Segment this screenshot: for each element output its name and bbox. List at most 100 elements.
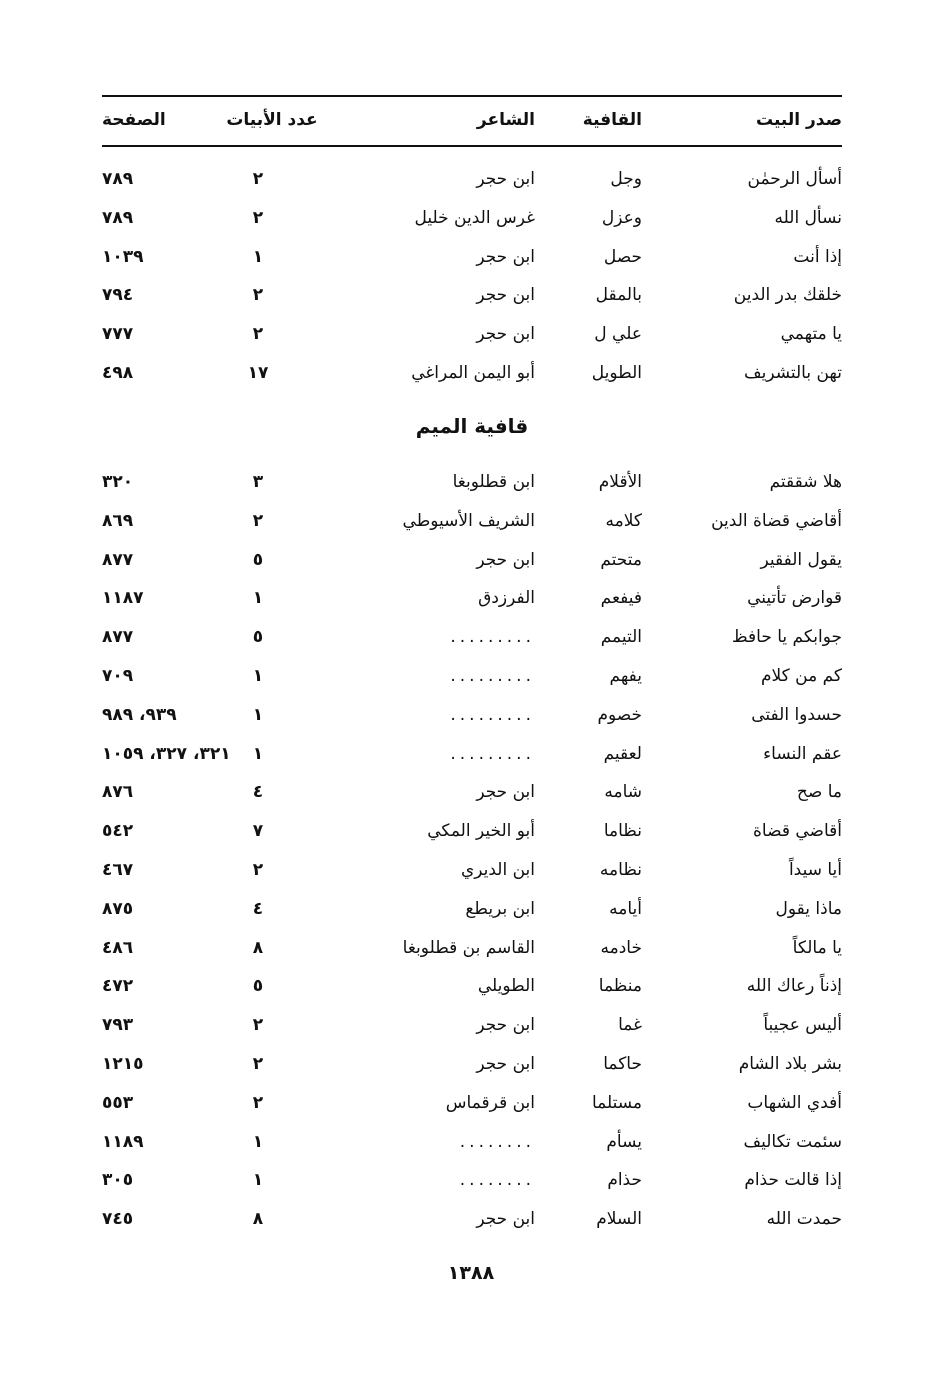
page-ref: ٨٧٧ <box>102 627 134 648</box>
rhyme: يفهم <box>609 666 642 686</box>
verse-count: ٨ <box>252 1209 264 1230</box>
poet: ........ <box>459 1170 535 1191</box>
table-row: نسأل الله وعزل غرس الدين خليل ٢ ٧٨٩ <box>102 200 842 236</box>
rhyme: خصوم <box>597 704 642 725</box>
rhyme: الأقلام <box>598 472 642 492</box>
page-ref: ٤٦٧ <box>102 860 134 880</box>
verse-count: ١ <box>252 743 264 764</box>
verse-count: ٢ <box>252 1015 264 1036</box>
poet: أبو اليمن المراغي <box>411 363 535 383</box>
poet: ابن قطلوبغا <box>452 472 535 492</box>
page-ref: ٨٧٥ <box>102 898 134 919</box>
poet: ابن حجر <box>476 169 535 189</box>
rhyme: أيامه <box>609 898 642 919</box>
table-row: بشر بلاد الشام حاكما ابن حجر ٢ ١٢١٥ <box>102 1046 842 1082</box>
table-row: أيا سيداً نظامه ابن الديري ٢ ٤٦٧ <box>102 852 842 888</box>
rhyme: وعزل <box>601 207 642 228</box>
rhyme: فيفعم <box>600 588 642 609</box>
first-words: عقم النساء <box>763 743 842 764</box>
poet: غرس الدين خليل <box>414 207 535 228</box>
verse-count: ٨ <box>252 937 264 958</box>
table-row: أقاضي قضاة الدين كلامه الشريف الأسيوطي ٢ ٨٦٩ <box>102 503 842 539</box>
first-words: أيا سيداً <box>788 860 842 880</box>
first-words: جوابكم يا حافظ <box>731 627 842 648</box>
verse-count: ٧ <box>252 821 264 842</box>
rhyme: وجل <box>610 169 642 189</box>
table-row: ماذا يقول أيامه ابن بريطع ٤ ٨٧٥ <box>102 891 842 927</box>
verse-count: ١ <box>252 1170 264 1191</box>
poet: ......... <box>450 704 535 725</box>
page-ref: ٤٩٨ <box>102 363 134 383</box>
verse-count: ٥ <box>252 976 264 997</box>
rhyme: التيمم <box>600 627 642 648</box>
table-row: خلقك بدر الدين بالمقل ابن حجر ٢ ٧٩٤ <box>102 277 842 313</box>
header-first-words: صدر البيت <box>755 110 842 130</box>
poet: أبو الخير المكي <box>427 821 535 842</box>
poet: ابن حجر <box>476 285 535 306</box>
verse-count: ٢ <box>252 1054 264 1074</box>
first-words: حمدت الله <box>766 1209 842 1230</box>
table-row: يقول الفقير متحتم ابن حجر ٥ ٨٧٧ <box>102 542 842 578</box>
first-words: ماذا يقول <box>775 898 842 919</box>
rhyme: مستلما <box>591 1092 642 1113</box>
page-ref: ٣٢٠ <box>102 472 134 492</box>
page-ref: ٧٨٩ <box>102 207 134 228</box>
poet: ابن حجر <box>476 1054 535 1074</box>
poet: القاسم بن قطلوبغا <box>402 937 535 958</box>
page-ref: ١١٨٩ <box>102 1131 144 1152</box>
page-ref: ٨٧٧ <box>102 549 134 570</box>
first-words: ما صح <box>796 782 842 803</box>
page-ref: ٧٧٧ <box>102 324 134 345</box>
rhyme: حصل <box>603 246 642 267</box>
top-rule <box>102 95 842 97</box>
rhyme: بالمقل <box>595 285 642 306</box>
page-ref: ٤٧٢ <box>102 976 134 997</box>
page-ref: ١٠٣٩ <box>102 246 144 267</box>
verse-count: ١ <box>252 246 264 267</box>
first-words: تهن بالتشريف <box>743 363 842 383</box>
rhyme: شامه <box>604 782 642 803</box>
verse-count: ٢ <box>252 324 264 345</box>
verse-count: ١ <box>252 588 264 609</box>
verse-count: ٢ <box>252 1092 264 1113</box>
poet: ابن حجر <box>476 246 535 267</box>
first-words: أقاضي قضاة الدين <box>711 510 842 531</box>
section-title: قافية الميم <box>415 414 529 438</box>
table-row: تهن بالتشريف الطويل أبو اليمن المراغي ١٧ ٤٩٨ <box>102 355 842 391</box>
poet: ابن قرقماس <box>445 1092 535 1113</box>
rhyme: لعقيم <box>603 743 642 764</box>
poet: الفرزدق <box>478 588 535 609</box>
poet: ابن حجر <box>476 549 535 570</box>
page-ref: ١٢١٥ <box>102 1054 144 1074</box>
first-words: نسأل الله <box>774 207 842 228</box>
verse-count: ٥ <box>252 627 264 648</box>
first-words: سئمت تكاليف <box>743 1131 842 1152</box>
table-header: صدر البيت القافية الشاعر عدد الأبيات الص… <box>102 102 842 138</box>
page-ref: ٧٩٤ <box>102 285 134 306</box>
verse-count: ١ <box>252 1131 264 1152</box>
first-words: قوارض تأتيني <box>747 588 842 609</box>
rhyme: نظاما <box>603 821 642 842</box>
first-words: كم من كلام <box>760 666 842 686</box>
header-page: الصفحة <box>102 110 166 130</box>
table-row: يا متهمي علي ل ابن حجر ٢ ٧٧٧ <box>102 316 842 352</box>
page-number: ١٣٨٨ <box>447 1262 495 1284</box>
table-row: إذناً رعاك الله منظما الطويلي ٥ ٤٧٢ <box>102 968 842 1004</box>
page-ref: ٧٨٩ <box>102 169 134 189</box>
first-words: أسأل الرحمٰن <box>747 169 842 189</box>
verse-count: ٢ <box>252 285 264 306</box>
page-ref: ٧٠٩ <box>102 666 134 686</box>
first-words: خلقك بدر الدين <box>733 285 842 306</box>
verse-count: ١٧ <box>247 363 269 383</box>
first-words: أليس عجيباً <box>763 1015 842 1036</box>
table-row: أليس عجيباً غما ابن حجر ٢ ٧٩٣ <box>102 1007 842 1043</box>
page-ref: ٣٠٥ <box>102 1170 134 1191</box>
rhyme: نظامه <box>599 860 642 880</box>
verse-count: ٤ <box>252 782 264 803</box>
verse-count: ٢ <box>252 169 264 189</box>
page-ref: ٩٣٩، ٩٨٩ <box>102 704 177 725</box>
first-words: أفدي الشهاب <box>747 1092 842 1113</box>
page-ref: ١١٨٧ <box>102 588 144 609</box>
table-row: إذا أنت حصل ابن حجر ١ ١٠٣٩ <box>102 239 842 275</box>
poet: الطويلي <box>477 976 535 997</box>
